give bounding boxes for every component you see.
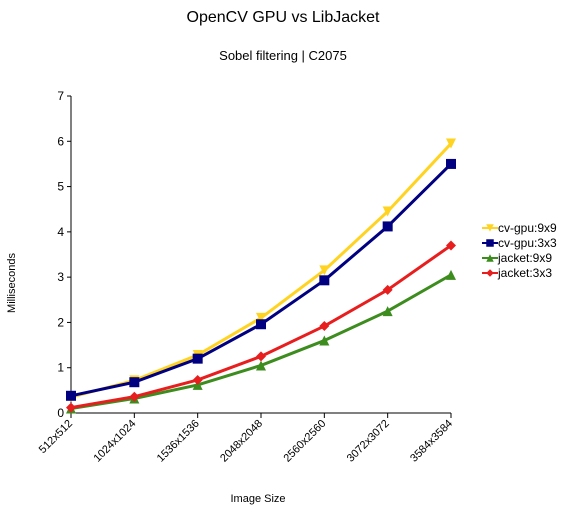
- data-point: [192, 374, 203, 385]
- data-point: [256, 351, 266, 362]
- data-point: [66, 402, 76, 413]
- data-point: [319, 335, 330, 346]
- y-tick-label: 3: [57, 270, 64, 284]
- data-point: [256, 360, 266, 371]
- y-axis-label: Milliseconds: [6, 253, 18, 313]
- data-point: [446, 158, 456, 169]
- data-point: [256, 312, 266, 323]
- y-tick-label: 6: [57, 134, 64, 148]
- legend-marker: [486, 269, 494, 277]
- data-point: [446, 269, 456, 280]
- chart-subtitle: Sobel filtering | C2075: [219, 48, 347, 63]
- legend-label: jacket:9x9: [497, 251, 552, 265]
- x-tick-label: 512x512: [37, 418, 75, 456]
- y-tick-label: 4: [57, 225, 64, 239]
- data-point: [192, 353, 203, 364]
- series-1: [66, 158, 456, 401]
- x-tick-label: 2048x2048: [218, 418, 265, 465]
- series-line: [70, 273, 452, 410]
- data-point: [129, 391, 140, 402]
- legend-label: jacket:3x3: [497, 266, 552, 280]
- data-point: [382, 221, 393, 232]
- legend-item: jacket:3x3: [482, 266, 552, 280]
- chart-title: OpenCV GPU vs LibJacket: [187, 9, 381, 26]
- series-2: [66, 269, 456, 414]
- x-tick-label: 3072x3072: [345, 418, 392, 465]
- y-axis-ticks: 0 1 2 3 4 5 6 7: [57, 89, 71, 420]
- data-point: [382, 284, 393, 295]
- x-tick-label: 2560x2560: [281, 418, 328, 465]
- legend-item: jacket:9x9: [482, 251, 552, 265]
- y-tick-label: 1: [57, 361, 64, 375]
- legend-item: cv-gpu:9x9: [482, 221, 557, 235]
- legend-marker: [486, 254, 494, 262]
- x-tick-label: 3584x3584: [408, 418, 455, 465]
- x-tick-label: 1024x1024: [91, 418, 138, 465]
- x-tick-label: 1536x1536: [155, 418, 202, 465]
- data-point: [319, 265, 330, 276]
- series-3: [66, 240, 456, 413]
- data-point: [256, 319, 266, 330]
- x-axis-ticks: 512x512 1024x1024 1536x1536 2048x2048 2560x2…: [37, 413, 455, 465]
- y-tick-label: 7: [57, 89, 64, 103]
- y-tick-label: 0: [57, 406, 64, 420]
- data-point: [129, 377, 140, 388]
- y-tick-label: 2: [57, 315, 64, 329]
- legend-label: cv-gpu:3x3: [498, 236, 557, 250]
- x-axis-label: Image Size: [230, 493, 285, 505]
- data-point: [446, 138, 456, 149]
- data-point: [382, 206, 393, 217]
- legend-marker: [486, 239, 494, 247]
- data-point: [319, 321, 330, 332]
- legend-marker: [486, 224, 494, 232]
- data-point: [66, 390, 76, 401]
- data-point: [446, 240, 456, 251]
- legend-item: cv-gpu:3x3: [482, 236, 557, 250]
- data-point: [382, 306, 393, 317]
- legend-label: cv-gpu:9x9: [498, 221, 557, 235]
- series-layer: [66, 138, 456, 414]
- data-point: [319, 275, 330, 286]
- y-tick-label: 5: [57, 180, 64, 194]
